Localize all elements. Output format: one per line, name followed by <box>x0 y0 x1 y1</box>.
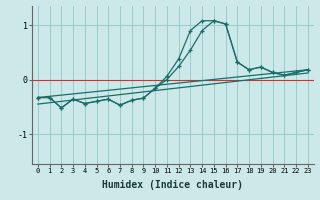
X-axis label: Humidex (Indice chaleur): Humidex (Indice chaleur) <box>102 180 243 190</box>
